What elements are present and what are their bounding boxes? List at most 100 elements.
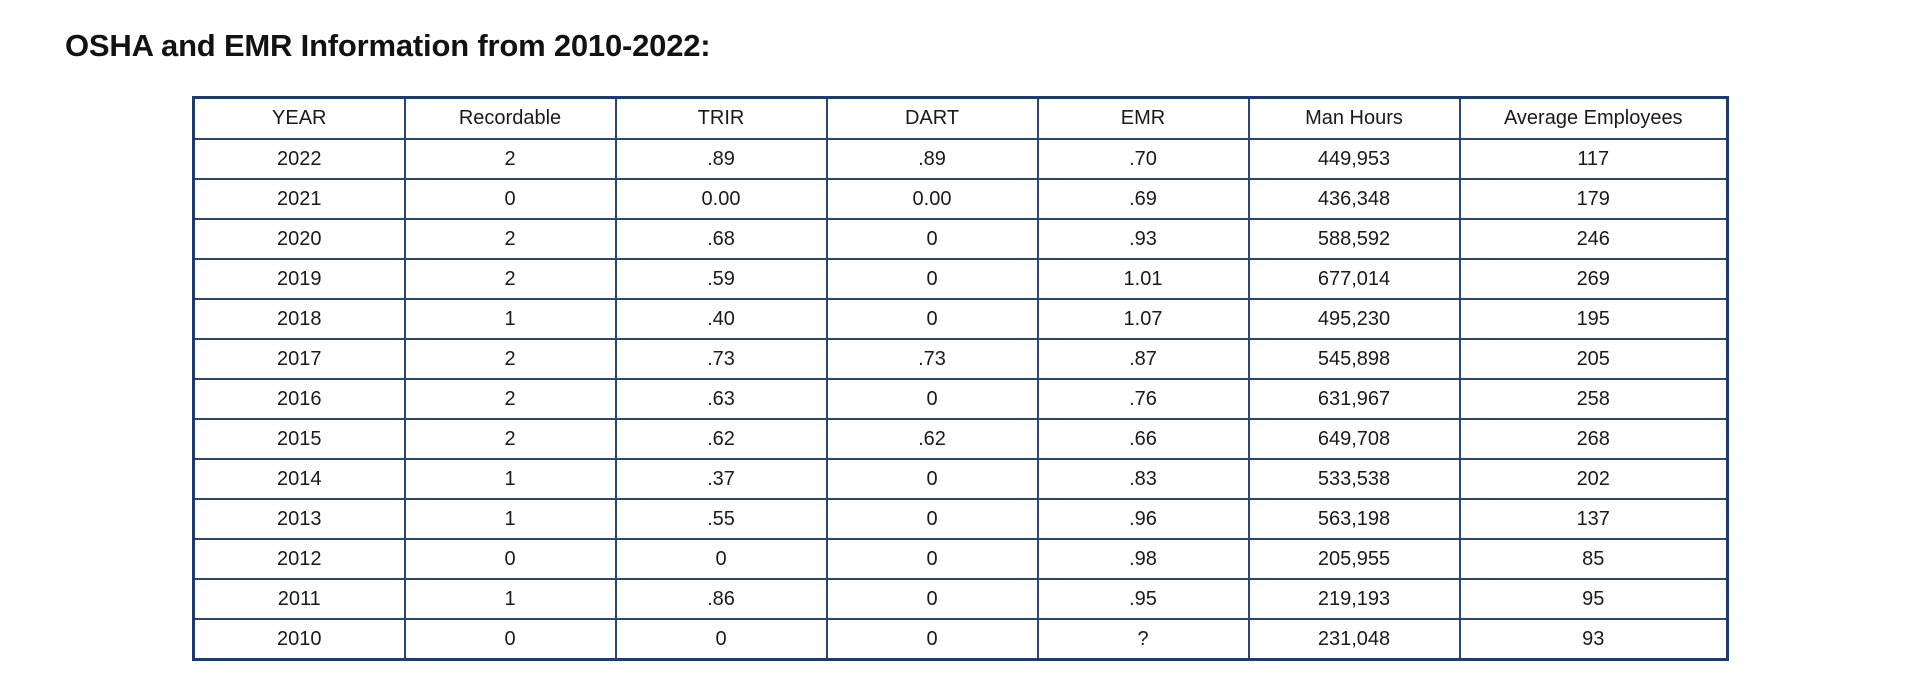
cell-dart-2015: .62 [825, 418, 1039, 460]
cell-year-2014: 2014 [192, 458, 406, 500]
cell-emr-2012: .98 [1036, 538, 1250, 580]
cell-recordable-2012: 0 [403, 538, 617, 580]
cell-man-hours-2010: 231,048 [1247, 618, 1461, 661]
cell-man-hours-2014: 533,538 [1247, 458, 1461, 500]
cell-average-employees-2020: 246 [1458, 218, 1729, 260]
cell-trir-2018: .40 [614, 298, 828, 340]
column-header-dart: DART [825, 96, 1039, 140]
cell-emr-2013: .96 [1036, 498, 1250, 540]
cell-man-hours-2019: 677,014 [1247, 258, 1461, 300]
cell-recordable-2019: 2 [403, 258, 617, 300]
cell-dart-2013: 0 [825, 498, 1039, 540]
cell-year-2012: 2012 [192, 538, 406, 580]
cell-year-2013: 2013 [192, 498, 406, 540]
cell-average-employees-2022: 117 [1458, 138, 1729, 180]
cell-average-employees-2016: 258 [1458, 378, 1729, 420]
table-row-2016: 2016 2.63 0.76 631,967 258 [192, 378, 1729, 420]
cell-emr-2010: ? [1036, 618, 1250, 661]
cell-dart-2022: .89 [825, 138, 1039, 180]
cell-trir-2015: .62 [614, 418, 828, 460]
column-header-recordable: Recordable [403, 96, 617, 140]
cell-emr-2021: .69 [1036, 178, 1250, 220]
cell-emr-2016: .76 [1036, 378, 1250, 420]
cell-trir-2019: .59 [614, 258, 828, 300]
column-header-man-hours: Man Hours [1247, 96, 1461, 140]
cell-dart-2021: 0.00 [825, 178, 1039, 220]
cell-trir-2017: .73 [614, 338, 828, 380]
cell-trir-2020: .68 [614, 218, 828, 260]
table-header-row: YEAR Recordable TRIR DART EMR Man Hours Averag… [192, 96, 1729, 140]
cell-recordable-2021: 0 [403, 178, 617, 220]
table-row-2010: 2010 0 0 0? 231,048 93 [192, 618, 1729, 661]
cell-dart-2010: 0 [825, 618, 1039, 661]
cell-trir-2016: .63 [614, 378, 828, 420]
cell-recordable-2014: 1 [403, 458, 617, 500]
cell-man-hours-2012: 205,955 [1247, 538, 1461, 580]
cell-average-employees-2014: 202 [1458, 458, 1729, 500]
cell-year-2015: 2015 [192, 418, 406, 460]
cell-year-2018: 2018 [192, 298, 406, 340]
column-header-year: YEAR [192, 96, 406, 140]
cell-year-2016: 2016 [192, 378, 406, 420]
cell-recordable-2018: 1 [403, 298, 617, 340]
table-row-2020: 2020 2.68 0.93 588,592 246 [192, 218, 1729, 260]
column-header-emr: EMR [1036, 96, 1250, 140]
table-row-2018: 2018 1.40 0 1.07 495,230 195 [192, 298, 1729, 340]
cell-average-employees-2015: 268 [1458, 418, 1729, 460]
cell-man-hours-2015: 649,708 [1247, 418, 1461, 460]
cell-emr-2014: .83 [1036, 458, 1250, 500]
table-row-2022: 2022 2.89.89.70 449,953 117 [192, 138, 1729, 180]
osha-emr-table: YEAR Recordable TRIR DART EMR Man Hours Averag… [192, 96, 1729, 661]
table-row-header: YEAR Recordable TRIR DART EMR Man Hours Averag… [192, 96, 1729, 140]
table-row-2021: 2021 0 0.00 0.00.69 436,348 179 [192, 178, 1729, 220]
cell-trir-2014: .37 [614, 458, 828, 500]
cell-man-hours-2021: 436,348 [1247, 178, 1461, 220]
cell-recordable-2013: 1 [403, 498, 617, 540]
cell-emr-2022: .70 [1036, 138, 1250, 180]
cell-trir-2022: .89 [614, 138, 828, 180]
column-header-average-employees: Average Employees [1458, 96, 1729, 140]
cell-recordable-2011: 1 [403, 578, 617, 620]
table-row-2017: 2017 2.73.73.87 545,898 205 [192, 338, 1729, 380]
table-row-2014: 2014 1.37 0.83 533,538 202 [192, 458, 1729, 500]
cell-emr-2018: 1.07 [1036, 298, 1250, 340]
cell-average-employees-2011: 95 [1458, 578, 1729, 620]
cell-dart-2017: .73 [825, 338, 1039, 380]
cell-man-hours-2017: 545,898 [1247, 338, 1461, 380]
cell-average-employees-2019: 269 [1458, 258, 1729, 300]
table-row-2013: 2013 1.55 0.96 563,198 137 [192, 498, 1729, 540]
cell-dart-2014: 0 [825, 458, 1039, 500]
cell-year-2010: 2010 [192, 618, 406, 661]
cell-emr-2019: 1.01 [1036, 258, 1250, 300]
cell-recordable-2022: 2 [403, 138, 617, 180]
cell-trir-2010: 0 [614, 618, 828, 661]
cell-man-hours-2020: 588,592 [1247, 218, 1461, 260]
column-header-trir: TRIR [614, 96, 828, 140]
cell-year-2017: 2017 [192, 338, 406, 380]
cell-man-hours-2022: 449,953 [1247, 138, 1461, 180]
cell-year-2019: 2019 [192, 258, 406, 300]
cell-recordable-2017: 2 [403, 338, 617, 380]
cell-average-employees-2021: 179 [1458, 178, 1729, 220]
cell-trir-2012: 0 [614, 538, 828, 580]
cell-dart-2020: 0 [825, 218, 1039, 260]
table-row-2015: 2015 2.62.62.66 649,708 268 [192, 418, 1729, 460]
cell-average-employees-2013: 137 [1458, 498, 1729, 540]
cell-average-employees-2017: 205 [1458, 338, 1729, 380]
cell-average-employees-2018: 195 [1458, 298, 1729, 340]
table-body: 2022 2.89.89.70 449,953 117 2021 0 0.00 0.00.69… [192, 138, 1729, 661]
table-row-2012: 2012 0 0 0.98 205,955 85 [192, 538, 1729, 580]
cell-man-hours-2013: 563,198 [1247, 498, 1461, 540]
cell-emr-2015: .66 [1036, 418, 1250, 460]
cell-recordable-2010: 0 [403, 618, 617, 661]
cell-emr-2017: .87 [1036, 338, 1250, 380]
cell-year-2011: 2011 [192, 578, 406, 620]
cell-dart-2018: 0 [825, 298, 1039, 340]
cell-emr-2020: .93 [1036, 218, 1250, 260]
cell-trir-2021: 0.00 [614, 178, 828, 220]
cell-dart-2012: 0 [825, 538, 1039, 580]
cell-recordable-2016: 2 [403, 378, 617, 420]
table-row-2019: 2019 2.59 0 1.01 677,014 269 [192, 258, 1729, 300]
cell-dart-2011: 0 [825, 578, 1039, 620]
